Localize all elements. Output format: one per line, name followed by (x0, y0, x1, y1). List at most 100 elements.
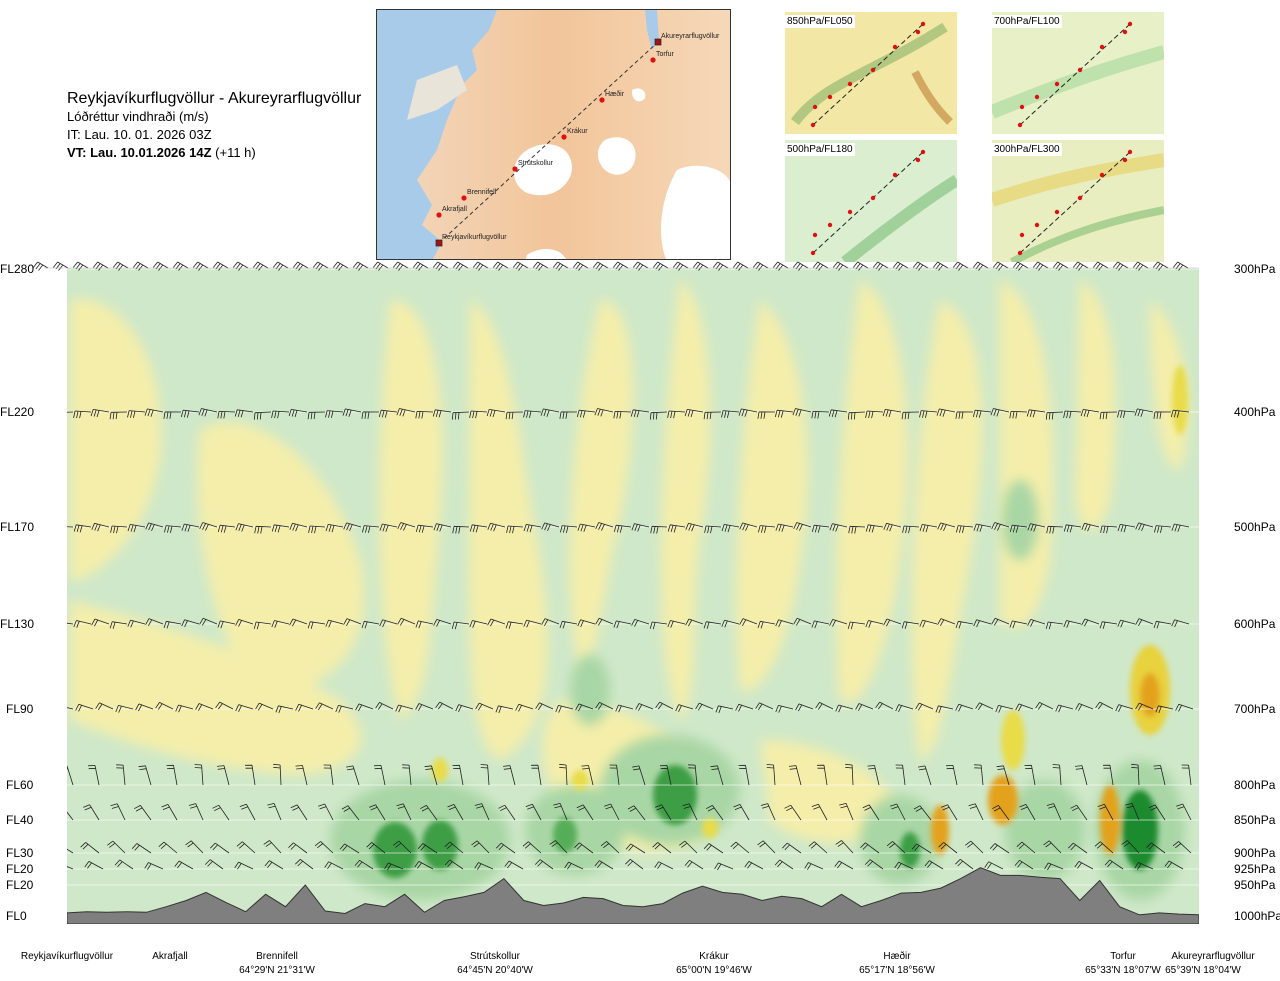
mini-map-label: 300hPa/FL300 (992, 143, 1062, 156)
wind-barb (355, 703, 374, 712)
wind-barb (412, 261, 429, 271)
wind-barb (1135, 618, 1154, 626)
location-coordinates: 65°17'N 18°56'W (859, 965, 935, 976)
wind-barb (1063, 410, 1082, 419)
wind-barb (784, 804, 802, 821)
mini-waypoint-marker (1017, 250, 1023, 256)
mini-wind-band (1010, 206, 1164, 262)
wind-barb (847, 411, 866, 420)
wind-barb (166, 764, 178, 786)
wind-barb (695, 702, 714, 711)
mini-route-line (812, 23, 924, 126)
wind-barb (829, 523, 848, 532)
wind-barb (312, 261, 329, 271)
wind-barb (655, 804, 672, 821)
wind-barb (703, 411, 722, 420)
wind-barb (774, 859, 794, 870)
pressure-level-label: 400hPa (1234, 405, 1276, 419)
wind-barb (451, 621, 470, 630)
route-map: Akureyrarflugvöllur Torfur Hæðir Krákur Strú… (376, 9, 731, 260)
wind-barb (92, 261, 109, 271)
wind-barb (1024, 764, 1036, 786)
mini-map-300-svg (992, 140, 1164, 262)
wind-barb (1104, 859, 1124, 870)
wind-barb (710, 765, 724, 786)
wind-barb (73, 620, 92, 628)
mini-waypoint-marker (920, 149, 926, 155)
mini-map-bg (785, 140, 957, 262)
wind-barb (67, 765, 74, 786)
wind-barb (1043, 840, 1062, 854)
wind-barb (1164, 860, 1184, 870)
top-wind-barbs (32, 261, 1199, 271)
wind-barb (613, 411, 632, 419)
wind-barb (255, 702, 274, 711)
wind-barb (375, 702, 394, 710)
wind-barb (67, 848, 74, 854)
wind-barb (1027, 523, 1046, 532)
wind-barb (1015, 703, 1034, 712)
wind-barb (1016, 841, 1036, 854)
route-line (438, 41, 659, 244)
wind-barb (714, 862, 734, 871)
mini-map-700: 700hPa/FL100 (992, 12, 1164, 134)
wind-barb (263, 840, 282, 854)
wind-barb (474, 862, 494, 870)
wind-barb (955, 858, 974, 870)
mini-waypoint-marker (1122, 157, 1128, 163)
wind-barb (199, 617, 218, 626)
wind-barb (452, 261, 469, 271)
mini-waypoint-marker (915, 29, 921, 35)
map-place-label: Torfur (656, 51, 675, 58)
wind-barb (335, 705, 354, 713)
wind-barb (890, 803, 906, 821)
wind-barb (290, 804, 308, 821)
mini-route-line (1019, 23, 1131, 126)
wind-barb (1009, 524, 1028, 533)
wind-barb (192, 261, 209, 271)
wind-barb (1175, 703, 1194, 712)
wind-barb (1075, 703, 1094, 711)
wind-barb (505, 411, 524, 420)
wind-barb (435, 701, 454, 710)
wind-barb (217, 411, 236, 419)
wind-barb (392, 261, 409, 271)
wind-barb (627, 805, 646, 821)
wind-barb (480, 764, 490, 786)
mini-waypoint-marker (1019, 232, 1025, 238)
wind-barb (1112, 261, 1129, 271)
wind-barb (541, 522, 560, 532)
wind-barb (475, 702, 494, 711)
wind-barb (217, 524, 236, 533)
wind-barb (451, 411, 470, 420)
mini-waypoint-marker (847, 209, 853, 215)
glacier-south (525, 249, 566, 259)
wind-barb (384, 862, 404, 871)
wind-barb (793, 617, 812, 626)
wind-barb (145, 618, 164, 626)
wind-barb (1153, 620, 1172, 629)
pressure-level-label: 600hPa (1234, 617, 1276, 631)
pale-yellow-band (70, 299, 162, 580)
wind-barb (685, 618, 704, 627)
flight-level-label: FL30 (6, 846, 34, 860)
wind-barb (395, 704, 414, 713)
wind-barb (369, 804, 386, 821)
wind-barb (134, 805, 152, 821)
wind-barb (667, 620, 686, 628)
wind-barb (288, 409, 308, 418)
wind-barb (973, 523, 992, 532)
wind-barb (679, 840, 698, 854)
wind-barb (523, 524, 542, 533)
map-place-label: Krákur (567, 128, 588, 135)
wind-barb (1117, 410, 1136, 418)
wind-barb (1094, 841, 1114, 854)
wind-barb (135, 703, 154, 712)
wind-barb (684, 859, 704, 870)
wind-barb (1152, 261, 1169, 271)
wind-barb (992, 261, 1009, 271)
wind-barb (180, 409, 200, 418)
wind-barb (114, 859, 134, 870)
map-place-label: Akrafjall (442, 206, 467, 213)
wind-barb (757, 620, 776, 629)
